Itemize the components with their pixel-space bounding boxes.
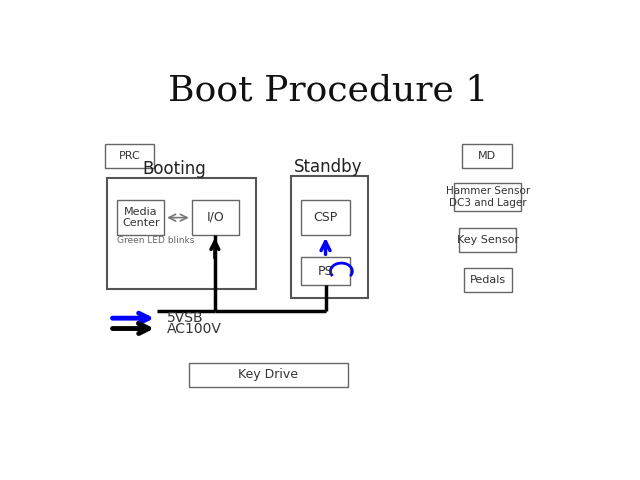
Text: Pedals: Pedals [470, 276, 506, 285]
FancyBboxPatch shape [460, 228, 516, 252]
Text: PRC: PRC [119, 152, 140, 161]
Text: MD: MD [477, 152, 496, 161]
FancyBboxPatch shape [191, 200, 239, 235]
FancyBboxPatch shape [105, 144, 154, 168]
FancyBboxPatch shape [454, 183, 522, 211]
Text: Boot Procedure 1: Boot Procedure 1 [168, 74, 488, 108]
FancyBboxPatch shape [301, 200, 350, 235]
Text: CSP: CSP [314, 211, 338, 224]
FancyBboxPatch shape [301, 257, 350, 285]
Text: Standby: Standby [294, 158, 362, 176]
Text: Key Sensor: Key Sensor [457, 235, 519, 245]
Text: Key Drive: Key Drive [239, 368, 298, 381]
Text: PS: PS [318, 264, 333, 277]
Text: 5VSB: 5VSB [167, 311, 204, 325]
Text: AC100V: AC100V [167, 322, 221, 336]
Text: I/O: I/O [206, 211, 224, 224]
FancyBboxPatch shape [117, 200, 164, 235]
FancyBboxPatch shape [462, 144, 511, 168]
FancyBboxPatch shape [465, 268, 511, 292]
Text: Media
Center: Media Center [122, 207, 159, 228]
FancyBboxPatch shape [189, 362, 348, 386]
Text: Green LED blinks: Green LED blinks [117, 236, 195, 245]
Text: Booting: Booting [142, 160, 206, 178]
Text: Hammer Sensor
DC3 and Lager: Hammer Sensor DC3 and Lager [446, 186, 530, 208]
